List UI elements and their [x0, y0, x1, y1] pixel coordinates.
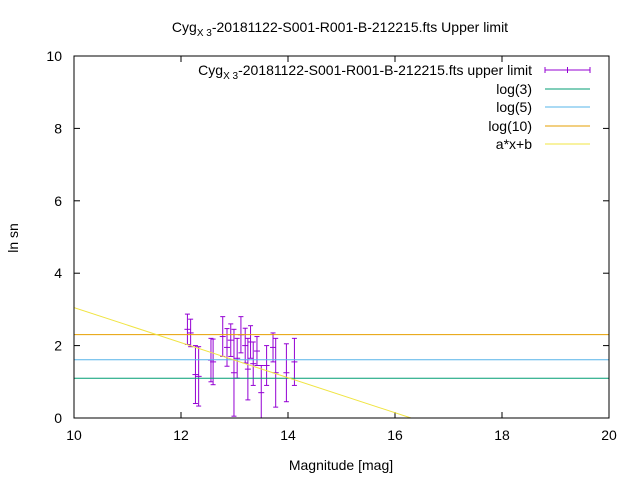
y-tick-label: 10 [46, 48, 62, 64]
data-point [192, 345, 199, 405]
legend-label-log5: log(5) [496, 99, 532, 115]
x-tick-label: 18 [494, 427, 510, 443]
data-point [250, 341, 257, 386]
data-point [210, 338, 217, 386]
x-tick-label: 16 [387, 427, 403, 443]
data-point [234, 337, 241, 379]
data-point [219, 316, 226, 357]
data-point [283, 343, 290, 403]
data-point [263, 345, 270, 386]
data-point [227, 323, 234, 357]
data-point [247, 325, 254, 359]
data-point [195, 346, 202, 407]
chart-title: CygX 3-20181122-S001-R001-B-212215.fts U… [172, 19, 508, 39]
y-tick-label: 8 [54, 120, 62, 136]
data-point [258, 365, 265, 418]
legend-label-log10: log(10) [488, 118, 532, 134]
data-point [291, 337, 298, 386]
data-point [230, 328, 237, 417]
y-tick-label: 0 [54, 410, 62, 426]
y-tick-label: 6 [54, 193, 62, 209]
x-tick-label: 20 [601, 427, 617, 443]
data-point [184, 313, 191, 346]
data-point [242, 327, 249, 364]
data-point [253, 336, 260, 367]
data-point [270, 332, 277, 363]
plot-area: 10 12 14 16 18 20 0 2 4 6 8 10 [46, 48, 617, 443]
legend-label-fit: a*x+b [496, 136, 532, 152]
legend-label-series: CygX 3-20181122-S001-R001-B-212215.fts u… [198, 62, 532, 82]
y-axis-label: ln sn [5, 223, 21, 253]
legend: CygX 3-20181122-S001-R001-B-212215.fts u… [198, 62, 591, 152]
plot-frame [73, 55, 610, 419]
x-tick-label: 10 [66, 427, 82, 443]
x-tick-label: 14 [280, 427, 296, 443]
fit-line [74, 307, 412, 418]
y-tick-label: 4 [54, 265, 62, 281]
x-tick-label: 12 [173, 427, 189, 443]
data-point [187, 318, 194, 348]
y-tick-label: 2 [54, 338, 62, 354]
data-point [244, 337, 251, 401]
legend-label-log3: log(3) [496, 81, 532, 97]
series-layer [74, 307, 609, 418]
x-axis-label: Magnitude [mag] [289, 457, 393, 473]
